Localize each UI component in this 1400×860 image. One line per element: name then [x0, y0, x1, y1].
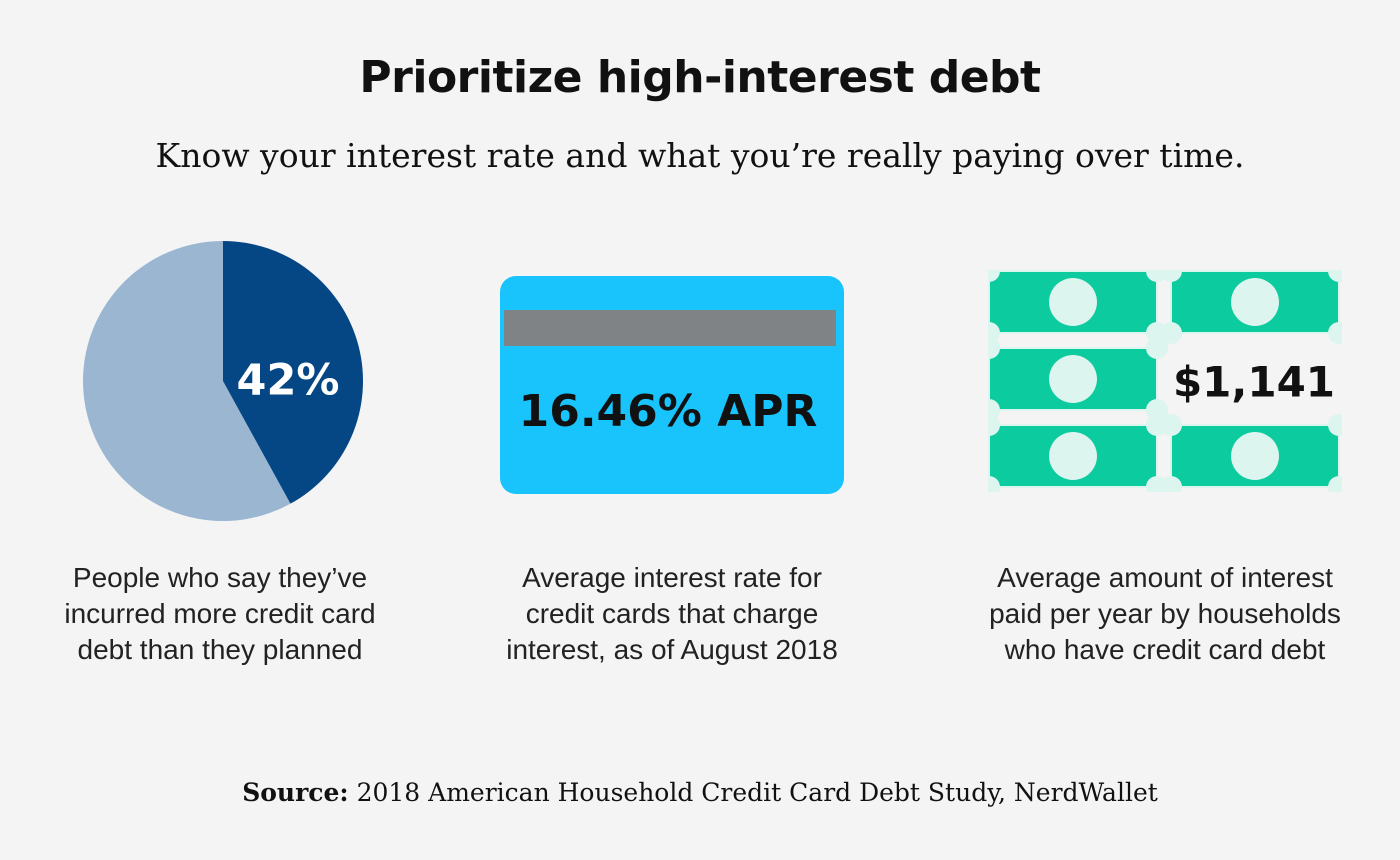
page-title: Prioritize high-interest debt: [359, 52, 1041, 103]
source-text: 2018 American Household Credit Card Debt…: [348, 778, 1158, 807]
source-note: Source: 2018 American Household Credit C…: [0, 778, 1400, 807]
caption-line: paid per year by households: [989, 598, 1341, 629]
dollar-bills-icon: $1,141: [988, 270, 1342, 492]
source-label: Source:: [242, 778, 349, 807]
apr-caption: Average interest rate for credit cards t…: [452, 560, 892, 668]
dollar-bill-icon: [1160, 414, 1342, 492]
caption-line: Average amount of interest: [997, 562, 1333, 593]
dollar-bill-icon: [988, 337, 1168, 421]
dollar-bill-icon: [1160, 270, 1342, 344]
card-magnetic-stripe: [504, 310, 836, 346]
apr-value: 16.46% APR: [519, 386, 818, 437]
dollar-bill-icon: [988, 270, 1168, 344]
dollar-bill-icon: [988, 414, 1168, 492]
caption-line: incurred more credit card: [64, 598, 376, 629]
pie-slice-other: [82, 241, 291, 521]
pie-caption: People who say they’ve incurred more cre…: [0, 560, 440, 668]
pie-slice-label: 42%: [237, 356, 340, 406]
caption-line: People who say they’ve: [72, 562, 368, 593]
pie-slice-42: [223, 241, 363, 504]
interest-caption: Average amount of interest paid per year…: [945, 560, 1385, 668]
caption-line: debt than they planned: [77, 634, 363, 665]
caption-line: who have credit card debt: [1004, 634, 1326, 665]
caption-line: credit cards that charge: [525, 598, 819, 629]
card-body: [500, 276, 844, 494]
credit-card-icon: 16.46% APR: [500, 276, 844, 494]
caption-line: interest, as of August 2018: [506, 634, 838, 665]
page-subtitle: Know your interest rate and what you’re …: [155, 136, 1245, 175]
interest-amount-value: $1,141: [1173, 358, 1335, 407]
pie-chart: 42%: [82, 241, 363, 521]
caption-line: Average interest rate for: [522, 562, 822, 593]
